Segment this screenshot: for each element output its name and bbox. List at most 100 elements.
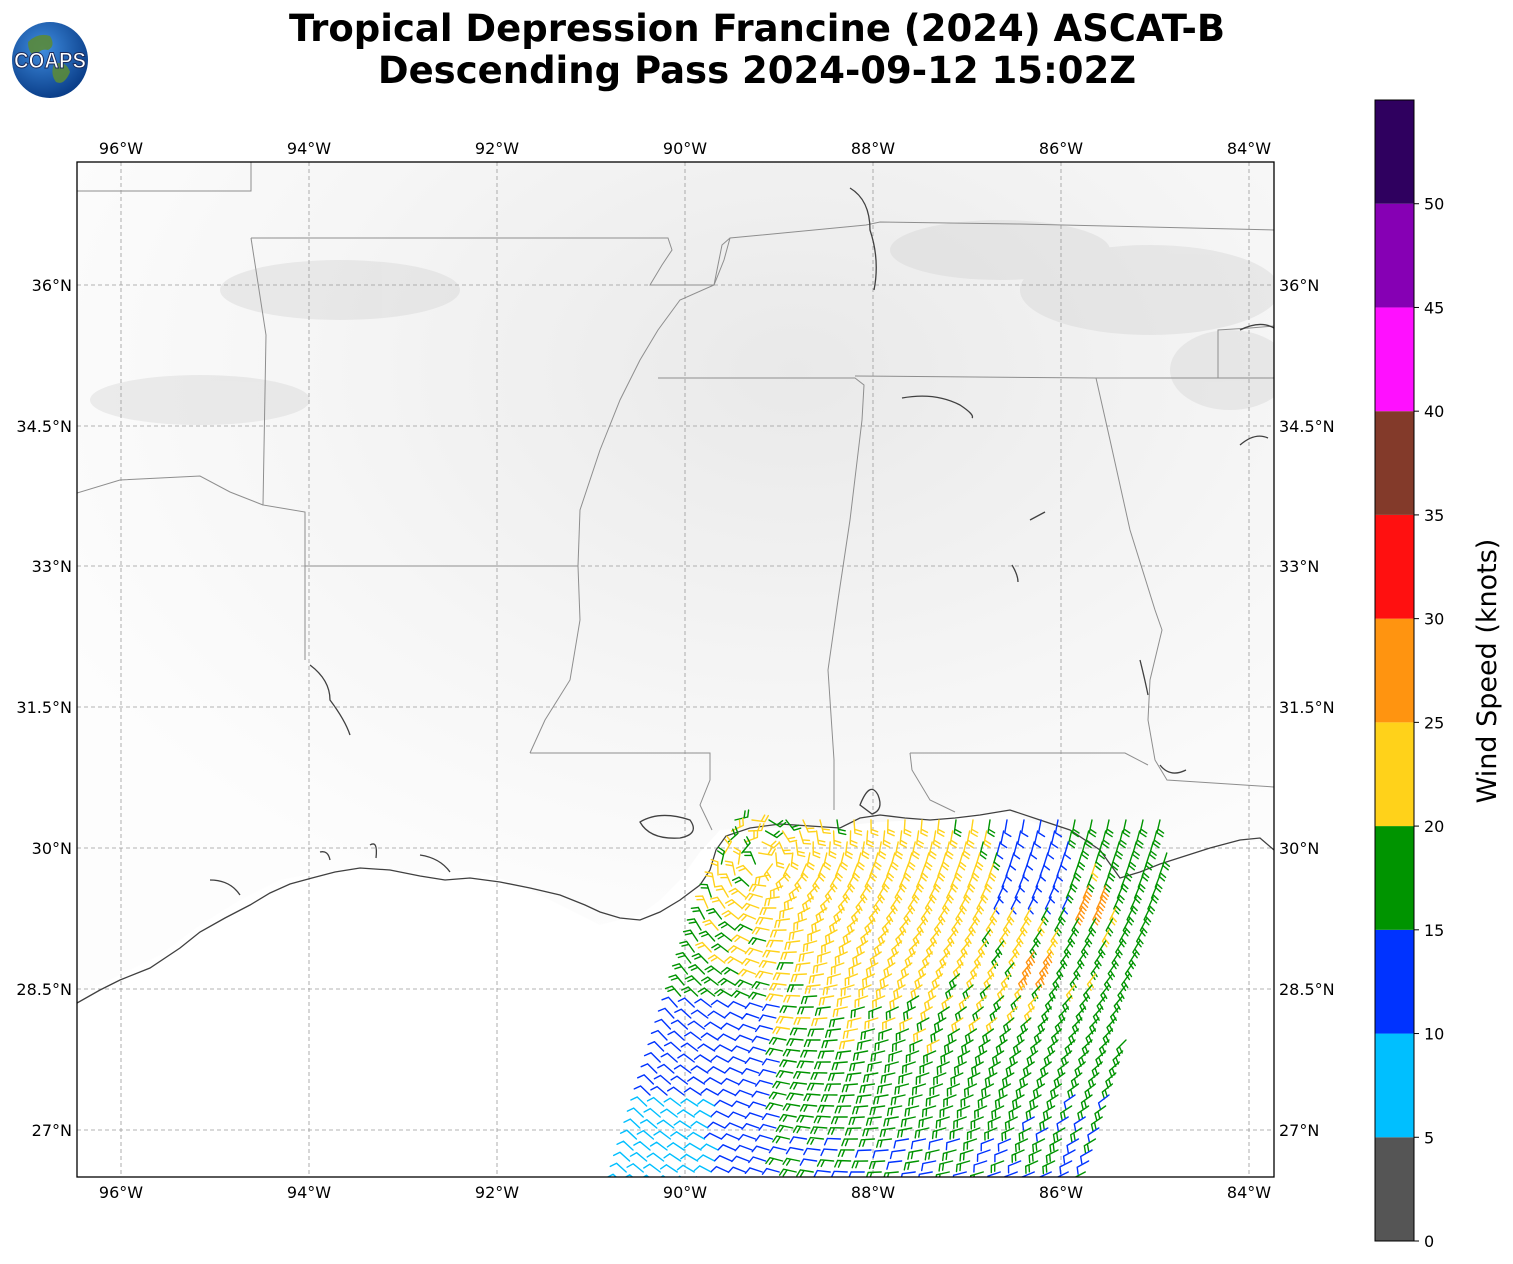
wind-barb: [697, 1043, 716, 1052]
wind-barb: [970, 1116, 984, 1130]
wind-barb: [769, 982, 787, 991]
wind-barb: [748, 1156, 767, 1164]
wind-barb: [894, 885, 903, 904]
wind-barb: [1053, 1072, 1066, 1089]
wind-barb: [673, 1064, 692, 1074]
wind-barb: [670, 1131, 689, 1140]
wind-barb: [793, 1017, 811, 1025]
land-area: [77, 162, 1274, 995]
wind-barb: [918, 1116, 933, 1128]
wind-barb: [633, 1141, 651, 1151]
wind-barb: [983, 830, 992, 849]
wind-barb: [947, 929, 957, 947]
wind-barb: [949, 1127, 964, 1140]
wind-barb: [731, 1155, 750, 1163]
wind-barb: [1000, 830, 1008, 849]
wind-barb: [653, 1074, 672, 1085]
wind-barb: [1012, 1094, 1025, 1109]
wind-barb: [1100, 984, 1110, 1002]
wind-barb: [718, 873, 733, 887]
wind-barb: [1047, 841, 1055, 860]
wind-barb: [1001, 1183, 1014, 1194]
wind-barb: [1013, 841, 1021, 860]
wind-barb: [943, 1094, 957, 1108]
colorbar-tick-label: 45: [1424, 298, 1444, 317]
wind-barb: [714, 988, 733, 997]
wind-barb: [936, 819, 945, 837]
wind-barb: [806, 852, 815, 871]
wind-barb: [700, 1032, 719, 1041]
wind-barb: [793, 1181, 809, 1187]
wind-barb: [1004, 819, 1012, 838]
wind-barb: [710, 999, 729, 1008]
wind-barb: [774, 918, 791, 929]
wind-barb: [789, 1136, 808, 1144]
wind-barb: [1043, 1050, 1056, 1067]
colorbar-bin: [1375, 826, 1414, 930]
wind-barb: [1015, 1083, 1029, 1099]
wind-barb: [900, 1116, 916, 1128]
wind-barb: [1118, 929, 1127, 948]
wind-barb: [783, 994, 801, 1003]
wind-barb: [1101, 1083, 1114, 1100]
colorbar-bin: [1375, 722, 1414, 827]
wind-barb: [1046, 1094, 1059, 1110]
wind-barb: [1028, 1149, 1042, 1164]
globe-land-shape: [28, 34, 70, 83]
wind-barb: [861, 841, 870, 860]
wind-barb: [1023, 907, 1032, 926]
wind-barb: [817, 1104, 835, 1113]
wind-barb: [731, 990, 750, 998]
wind-barb: [694, 998, 712, 1008]
wind-barb: [928, 841, 937, 860]
wind-barb: [741, 1068, 760, 1075]
wind-barb: [1066, 1138, 1080, 1154]
wind-barb: [885, 1006, 899, 1021]
wind-barb: [670, 1075, 689, 1085]
wind-barb: [916, 1017, 930, 1032]
wind-barb: [830, 962, 845, 976]
wind-barb: [1078, 896, 1089, 915]
wind-barb: [823, 1137, 842, 1146]
wind-barb: [732, 876, 750, 887]
wind-barb: [959, 896, 967, 915]
wind-barb: [841, 1138, 859, 1147]
wind-barb: [700, 1143, 719, 1151]
wind-barb: [650, 1029, 668, 1041]
wind-barb: [820, 1148, 838, 1157]
wind-barb: [758, 1123, 777, 1131]
wind-barb: [987, 1116, 1001, 1130]
lon-label: 94°W: [287, 1183, 331, 1202]
wind-barb: [724, 860, 736, 876]
wind-barb: [1135, 830, 1144, 849]
wind-barb: [961, 1039, 974, 1055]
wind-barb: [1124, 863, 1133, 882]
wind-barb: [1152, 830, 1161, 849]
wind-barb: [923, 1050, 937, 1064]
wind-barb: [875, 984, 889, 999]
lon-labels-bottom: 96°W 94°W 92°W 90°W 88°W 86°W 84°W: [99, 1183, 1271, 1202]
lat-label: 33°N: [32, 557, 72, 576]
wind-barb: [737, 913, 757, 921]
wind-barb: [819, 819, 831, 834]
lon-label: 96°W: [99, 139, 143, 158]
wind-barb: [637, 1074, 655, 1085]
wind-barb: [693, 1109, 712, 1118]
wind-barb: [714, 1099, 733, 1107]
wind-barb: [1084, 830, 1093, 849]
wind-barb: [1096, 995, 1107, 1013]
wind-barb: [839, 852, 848, 871]
wind-barb: [987, 819, 996, 838]
wind-barb: [755, 916, 774, 925]
colorbar-bin: [1375, 929, 1414, 1034]
wind-barb: [768, 1146, 787, 1154]
wind-barb: [1039, 1116, 1052, 1132]
wind-barb: [706, 908, 723, 920]
wind-barb: [1050, 830, 1059, 849]
wind-barb: [808, 973, 825, 984]
wind-barb: [704, 965, 723, 975]
wind-barb: [761, 1113, 780, 1121]
wind-barb: [928, 1138, 944, 1150]
lat-label: 33°N: [1279, 557, 1319, 576]
lon-label: 86°W: [1039, 1183, 1083, 1202]
